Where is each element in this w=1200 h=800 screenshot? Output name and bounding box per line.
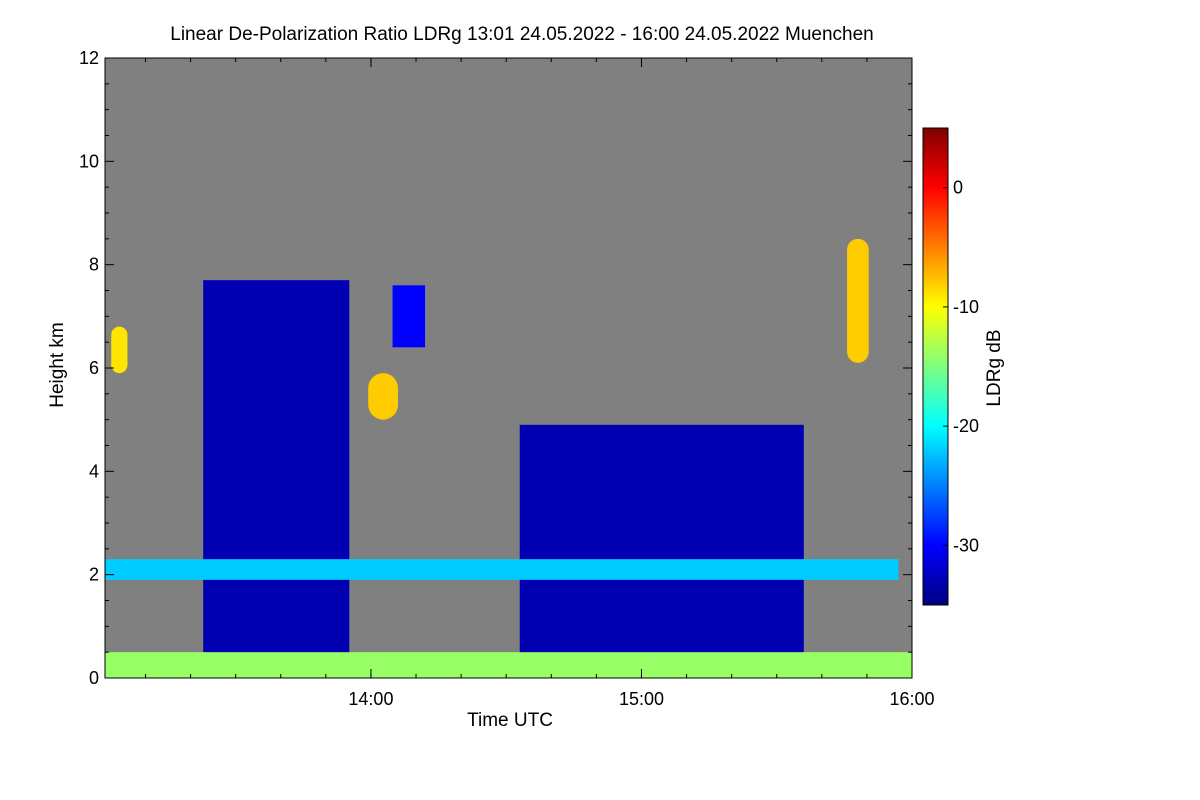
x-tick-label: 16:00	[889, 689, 934, 709]
colorbar-tick-label: -10	[953, 297, 979, 317]
feature-ice-particles	[847, 238, 869, 363]
colorbar: 0 -10 -20 -30	[922, 127, 979, 606]
feature-ice-particles	[111, 326, 128, 374]
x-tick-label: 15:00	[619, 689, 664, 709]
colorbar-gradient	[922, 127, 949, 606]
y-tick-label: 0	[89, 668, 99, 688]
y-tick-label: 2	[89, 565, 99, 585]
feature-melting-layer	[105, 559, 899, 580]
x-tick-label: 14:00	[348, 689, 393, 709]
y-tick-label: 8	[89, 255, 99, 275]
axes: 14:00 15:00 16:00 0 2 4 6 8 10 12	[79, 48, 935, 709]
colorbar-tick-label: 0	[953, 178, 963, 198]
feature-mixed-phase-cloud	[203, 280, 350, 673]
y-tick-label: 4	[89, 461, 99, 481]
colorbar-label: LDRg dB	[984, 329, 1005, 406]
feature-near-ground-aerosol	[105, 652, 912, 678]
y-tick-label: 12	[79, 48, 99, 68]
chart-title: Linear De-Polarization Ratio LDRg 13:01 …	[170, 24, 873, 45]
colorbar-tick-label: -20	[953, 416, 979, 436]
feature-ice-particles	[368, 373, 398, 420]
plot-area	[105, 58, 912, 678]
feature-cloud	[392, 285, 426, 348]
y-tick-label: 10	[79, 151, 99, 171]
x-axis-label: Time UTC	[467, 710, 553, 731]
y-axis-label: Height km	[47, 322, 68, 408]
y-tick-label: 6	[89, 358, 99, 378]
data-features	[105, 238, 912, 678]
feature-mixed-phase-cloud	[519, 424, 804, 673]
colorbar-tick-label: -30	[953, 535, 979, 555]
